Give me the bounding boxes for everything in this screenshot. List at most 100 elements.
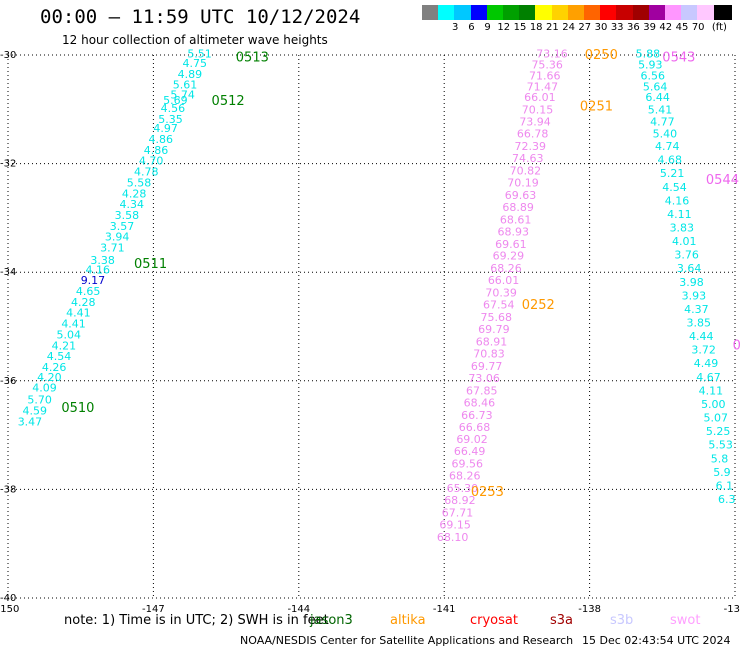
pass-label: 0250 [585,48,618,63]
swh-value: 3.85 [687,317,712,330]
pass-label: 0251 [580,100,613,115]
swh-value: 68.61 [500,213,531,226]
swh-value: 69.79 [478,323,510,336]
swh-value: 4.01 [672,235,697,248]
swh-value: 4.70 [139,155,164,168]
swh-value: 3.58 [115,209,140,222]
swh-value: 4.77 [650,116,675,129]
footer-timestamp: 15 Dec 02:43:54 UTC 2024 [582,634,731,647]
x-tick-label: -147 [142,604,165,615]
swh-value: 75.36 [531,59,563,72]
mission-label-swot: swot [670,613,701,628]
swh-value: 4.54 [662,181,687,194]
y-tick-label: -40 [0,593,16,604]
colorbar-swatch [567,5,586,20]
colorbar-tick: 27 [578,22,592,33]
swh-value: 4.21 [52,339,76,352]
swh-value: 4.16 [86,263,111,276]
swh-value: 67.71 [442,507,474,520]
swh-value: 71.47 [527,80,559,93]
x-tick-label: -138 [578,604,601,615]
swh-value: 66.01 [524,91,556,104]
swh-value: 3.83 [670,221,695,234]
swh-value: 5.35 [158,113,183,126]
swh-value: 5.93 [638,59,663,72]
colorbar-swatch [422,5,440,20]
swh-value: 66.73 [461,409,493,422]
colorbar-tick: 3 [452,22,459,33]
colorbar-swatch [600,5,619,20]
swh-value: 9.17 [81,274,106,287]
swh-value: 5.64 [643,80,668,93]
x-tick-label: -135 [724,604,740,615]
swh-value: 4.41 [66,307,91,320]
colorbar-tick: 42 [659,22,673,33]
swh-value: 66.78 [517,128,549,141]
swh-value: 68.89 [502,201,534,214]
pass-label: 0544 [706,173,739,188]
swh-value: 71.66 [529,69,561,82]
colorbar-swatch [486,5,505,20]
swh-value: 5.70 [27,394,51,407]
colorbar-swatch [648,5,667,20]
colorbar-tick: 36 [627,22,640,33]
colorbar-swatch [681,5,700,20]
swh-value: 66.49 [454,445,486,458]
swh-value: 4.67 [696,371,721,384]
swh-value: 73.94 [519,116,551,129]
swh-value: 4.20 [37,371,62,384]
mission-label-s3b: s3b [610,613,634,628]
swh-value: 5.21 [660,167,685,180]
swh-value: 5.88 [636,48,661,61]
swh-value: 74.63 [512,152,544,165]
swh-value: 68.92 [444,494,476,507]
swh-value: 5.00 [701,398,726,411]
swh-value: 3.93 [682,289,707,302]
swh-value: 6.44 [645,91,670,104]
colorbar-tick: 9 [484,22,491,33]
pass-label: 0253 [471,485,504,500]
swh-value: 5.51 [187,48,212,61]
swh-value: 4.78 [134,166,159,179]
swh-value: 5.74 [170,88,195,101]
swh-value: 70.39 [485,287,517,300]
colorbar-swatch [632,5,651,20]
swh-value: 70.15 [522,104,554,117]
pass-label: 0513 [236,51,269,66]
colorbar-unit: (ft) [711,22,727,33]
swh-value: 4.26 [42,361,67,374]
colorbar-tick: 12 [497,22,511,33]
pass-label: 0512 [212,94,245,109]
colorbar-tick: 6 [468,22,475,33]
colorbar-tick: 18 [529,22,543,33]
swh-value: 3.64 [677,262,702,275]
swh-value: 68.46 [464,396,496,409]
x-tick-label: -150 [0,604,19,615]
swh-value: 70.19 [507,176,539,189]
swh-value: 5.40 [653,128,678,141]
colorbar-swatch [503,5,521,20]
swh-value: 67.85 [466,384,498,397]
y-tick-label: -36 [0,376,16,387]
swh-value: 3.38 [90,254,115,267]
swh-value: 4.86 [149,133,174,146]
swh-value: 69.56 [451,458,483,471]
swh-value: 4.54 [47,350,71,363]
swh-value: 4.97 [153,122,178,135]
swh-value: 3.76 [674,249,699,262]
swh-value: 5.58 [127,176,152,189]
swh-value: 66.68 [459,421,491,434]
colorbar-swatch [665,5,683,20]
y-tick-label: -32 [0,159,16,170]
y-tick-label: -38 [0,484,16,495]
swh-value: 6.3 [718,493,736,506]
chart-title: 00:00 – 11:59 UTC 10/12/2024 [40,6,361,28]
swh-value: 68.93 [498,225,529,238]
swh-value: 69.63 [505,189,537,202]
swh-value: 65.30 [447,482,479,495]
swh-value: 4.49 [694,357,719,370]
swh-value: 70.82 [510,164,542,177]
swh-value: 73.06 [468,372,500,385]
colorbar-swatch [535,5,554,20]
swh-value: 75.68 [481,311,513,324]
